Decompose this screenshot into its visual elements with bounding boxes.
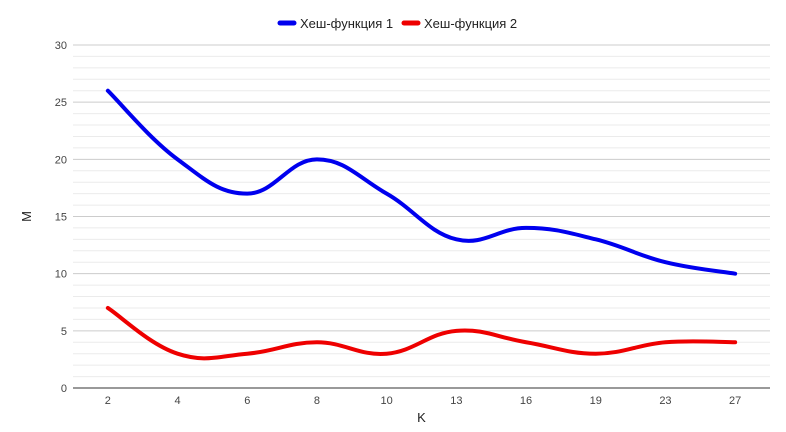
x-tick-label: 19 xyxy=(590,395,602,407)
x-tick-label: 8 xyxy=(314,395,320,407)
y-tick-label: 15 xyxy=(55,212,67,224)
y-tick-label: 10 xyxy=(55,269,67,281)
legend-label-2: Хеш-функция 2 xyxy=(424,16,517,31)
y-tick-label: 0 xyxy=(61,383,67,395)
y-tick-label: 25 xyxy=(55,97,67,109)
y-axis-tick-labels: 0 5 10 15 20 25 30 xyxy=(55,40,67,395)
y-axis-title: M xyxy=(19,211,34,222)
x-tick-label: 27 xyxy=(729,395,741,407)
x-tick-label: 2 xyxy=(105,395,111,407)
y-tick-label: 30 xyxy=(55,40,67,52)
x-axis-title: K xyxy=(417,410,426,425)
x-tick-label: 23 xyxy=(659,395,671,407)
x-axis-tick-labels: 2 4 6 8 10 13 16 19 23 27 xyxy=(105,395,741,407)
gridlines xyxy=(73,44,770,378)
x-tick-label: 10 xyxy=(381,395,393,407)
x-tick-label: 13 xyxy=(450,395,462,407)
x-tick-label: 16 xyxy=(520,395,532,407)
legend: Хеш-функция 1 Хеш-функция 2 xyxy=(277,16,517,31)
series-line-1 xyxy=(105,88,738,276)
series-lines xyxy=(105,88,738,361)
legend-label-1: Хеш-функция 1 xyxy=(300,16,393,31)
series-line-2 xyxy=(105,305,738,361)
y-tick-label: 20 xyxy=(55,154,67,166)
x-tick-label: 6 xyxy=(244,395,250,407)
x-tick-label: 4 xyxy=(174,395,180,407)
y-tick-label: 5 xyxy=(61,326,67,338)
